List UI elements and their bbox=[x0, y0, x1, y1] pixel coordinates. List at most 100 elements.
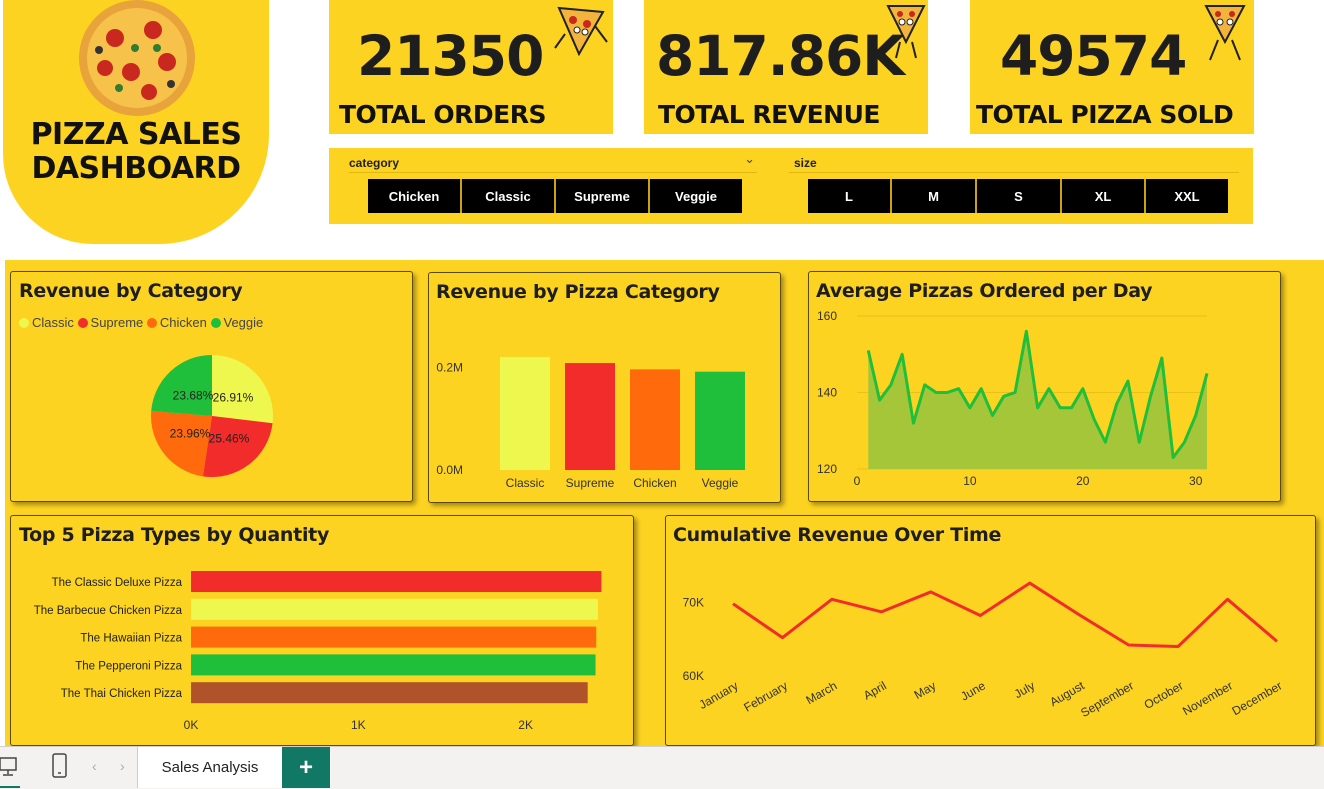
bar-veggie bbox=[695, 371, 745, 470]
slicer-option-xxl[interactable]: XXL bbox=[1146, 179, 1228, 213]
add-page-button[interactable]: + bbox=[282, 747, 330, 788]
pie-slice-supreme bbox=[202, 416, 273, 477]
x-tick-label: August bbox=[1047, 678, 1087, 709]
category-slicer-options: Chicken Classic Supreme Veggie bbox=[368, 179, 742, 213]
kpi-label: TOTAL PIZZA SOLD bbox=[976, 100, 1234, 129]
area-line bbox=[866, 329, 1209, 460]
desktop-view-icon[interactable] bbox=[0, 756, 22, 778]
chart-title: Average Pizzas Ordered per Day bbox=[816, 280, 1153, 302]
slicer-panel: category ⌄ Chicken Classic Supreme Veggi… bbox=[329, 148, 1253, 224]
legend-item-classic: Classic bbox=[32, 315, 74, 330]
x-tick-label: June bbox=[958, 678, 988, 703]
bar-4 bbox=[191, 654, 596, 676]
bar-chicken bbox=[630, 369, 680, 470]
x-tick-label: Veggie bbox=[702, 476, 739, 490]
pizza-mascot-icon bbox=[554, 6, 608, 57]
mobile-view-icon[interactable] bbox=[50, 753, 70, 779]
chart-title: Revenue by Pizza Category bbox=[436, 281, 720, 303]
area-fill bbox=[868, 331, 1207, 469]
pie-data-label: 26.91% bbox=[213, 390, 254, 404]
kpi-label: TOTAL REVENUE bbox=[658, 100, 880, 129]
kpi-value: 817.86K bbox=[656, 24, 905, 88]
legend-swatch bbox=[19, 318, 29, 328]
chevron-down-icon[interactable]: ⌄ bbox=[744, 151, 755, 166]
size-slicer-options: L M S XL XXL bbox=[808, 179, 1228, 213]
slicer-option-m[interactable]: M bbox=[892, 179, 977, 213]
x-tick-label: May bbox=[912, 678, 939, 701]
chart-title: Cumulative Revenue Over Time bbox=[673, 524, 1002, 546]
size-slicer-header[interactable]: size bbox=[789, 154, 1239, 173]
y-tick-label: 140 bbox=[817, 386, 837, 400]
legend-item-supreme: Supreme bbox=[90, 315, 144, 330]
x-tick-label: Classic bbox=[506, 476, 545, 490]
pizza-mascot-icon bbox=[886, 5, 926, 59]
x-tick-label: July bbox=[1012, 678, 1037, 701]
y-tick-label: 0.0M bbox=[436, 463, 463, 477]
horizontal-bar-chart[interactable]: 0K 1K 2K The Classic Deluxe Pizza The Barbec… bbox=[11, 516, 633, 745]
legend-swatch bbox=[210, 318, 221, 328]
x-tick-label: 0 bbox=[854, 474, 861, 488]
category-slicer-title: category bbox=[349, 156, 400, 170]
slicer-option-xl[interactable]: XL bbox=[1062, 179, 1146, 213]
revenue-by-pizza-category-panel[interactable]: Revenue by Pizza Category 0.0M 0.2M Classi… bbox=[428, 272, 781, 503]
y-category-label: The Barbecue Chicken Pizza bbox=[34, 605, 183, 617]
x-tick-label: November bbox=[1180, 678, 1235, 718]
slicer-option-supreme[interactable]: Supreme bbox=[556, 179, 650, 213]
pie-chart[interactable]: 26.91% 25.46%23.96% 23.68% bbox=[11, 332, 412, 500]
revenue-line bbox=[732, 581, 1278, 648]
bar-1 bbox=[191, 571, 602, 592]
y-category-label: The Classic Deluxe Pizza bbox=[52, 577, 183, 589]
x-tick-label: December bbox=[1230, 678, 1285, 718]
bar-3 bbox=[191, 626, 597, 648]
slicer-option-classic[interactable]: Classic bbox=[462, 179, 556, 213]
x-tick-label: September bbox=[1078, 678, 1136, 719]
x-tick-label: Supreme bbox=[566, 476, 615, 490]
legend-swatch bbox=[77, 318, 88, 328]
x-tick-label: October bbox=[1142, 678, 1186, 711]
kpi-card-total-pizza-sold: 49574 TOTAL PIZZA SOLD bbox=[970, 0, 1254, 134]
revenue-by-category-panel[interactable]: Revenue by Category Classic Supreme Chic… bbox=[10, 271, 413, 502]
bar-5 bbox=[191, 682, 588, 704]
legend-item-veggie: Veggie bbox=[223, 315, 264, 330]
slicer-option-l[interactable]: L bbox=[808, 179, 892, 213]
chevron-left-icon[interactable]: ‹ bbox=[92, 758, 97, 774]
area-chart[interactable]: 120 140 160 0 10 20 30 bbox=[809, 272, 1280, 501]
desktop-view-indicator bbox=[0, 786, 20, 788]
tab-sales-analysis[interactable]: Sales Analysis bbox=[137, 747, 283, 788]
avg-pizzas-per-day-panel[interactable]: Average Pizzas Ordered per Day 120 140 160… bbox=[808, 271, 1281, 502]
dashboard-title-line1: PIZZA SALES bbox=[30, 117, 242, 152]
x-tick-label: 0K bbox=[184, 718, 199, 732]
line-chart[interactable]: 60K 70K January February March April May June Ju… bbox=[666, 516, 1315, 745]
pie-data-label: 23.68% bbox=[173, 388, 214, 402]
kpi-value: 49574 bbox=[1000, 24, 1187, 88]
kpi-card-total-orders: 21350 TOTAL ORDERS bbox=[329, 0, 613, 134]
category-slicer-header[interactable]: category ⌄ bbox=[349, 151, 757, 173]
x-tick-label: February bbox=[741, 678, 790, 714]
slicer-option-s[interactable]: S bbox=[977, 179, 1062, 213]
chevron-right-icon[interactable]: › bbox=[120, 758, 125, 774]
y-tick-label: 70K bbox=[683, 595, 704, 609]
size-slicer-title: size bbox=[794, 156, 817, 170]
x-tick-label: 10 bbox=[963, 474, 977, 488]
slicer-option-veggie[interactable]: Veggie bbox=[650, 179, 742, 213]
slicer-option-chicken[interactable]: Chicken bbox=[368, 179, 462, 213]
x-tick-label: January bbox=[697, 678, 741, 711]
x-tick-label: 2K bbox=[518, 718, 533, 732]
cumulative-revenue-panel[interactable]: Cumulative Revenue Over Time 60K 70K Janua… bbox=[665, 515, 1316, 746]
dashboard-title-line2: DASHBOARD bbox=[31, 151, 241, 186]
bar-supreme bbox=[565, 363, 615, 470]
y-category-label: The Hawaiian Pizza bbox=[80, 633, 182, 645]
pie-data-label: 25.46% bbox=[209, 431, 250, 445]
column-chart[interactable]: 0.0M 0.2M Classic Supreme Chicken Veggie bbox=[429, 273, 780, 502]
chart-title: Revenue by Category bbox=[19, 280, 243, 302]
legend-swatch bbox=[146, 318, 157, 328]
pie-slice-chicken bbox=[150, 410, 212, 477]
kpi-value: 21350 bbox=[357, 24, 544, 88]
kpi-card-total-revenue: 817.86K TOTAL REVENUE bbox=[644, 0, 928, 134]
y-tick-label: 0.2M bbox=[436, 360, 463, 374]
pie-legend: Classic Supreme Chicken Veggie bbox=[19, 315, 263, 330]
y-tick-label: 120 bbox=[817, 462, 837, 476]
x-tick-label: April bbox=[861, 678, 889, 702]
top5-pizza-types-panel[interactable]: Top 5 Pizza Types by Quantity 0K 1K 2K The … bbox=[10, 515, 634, 746]
pie-slice-classic bbox=[212, 355, 273, 424]
